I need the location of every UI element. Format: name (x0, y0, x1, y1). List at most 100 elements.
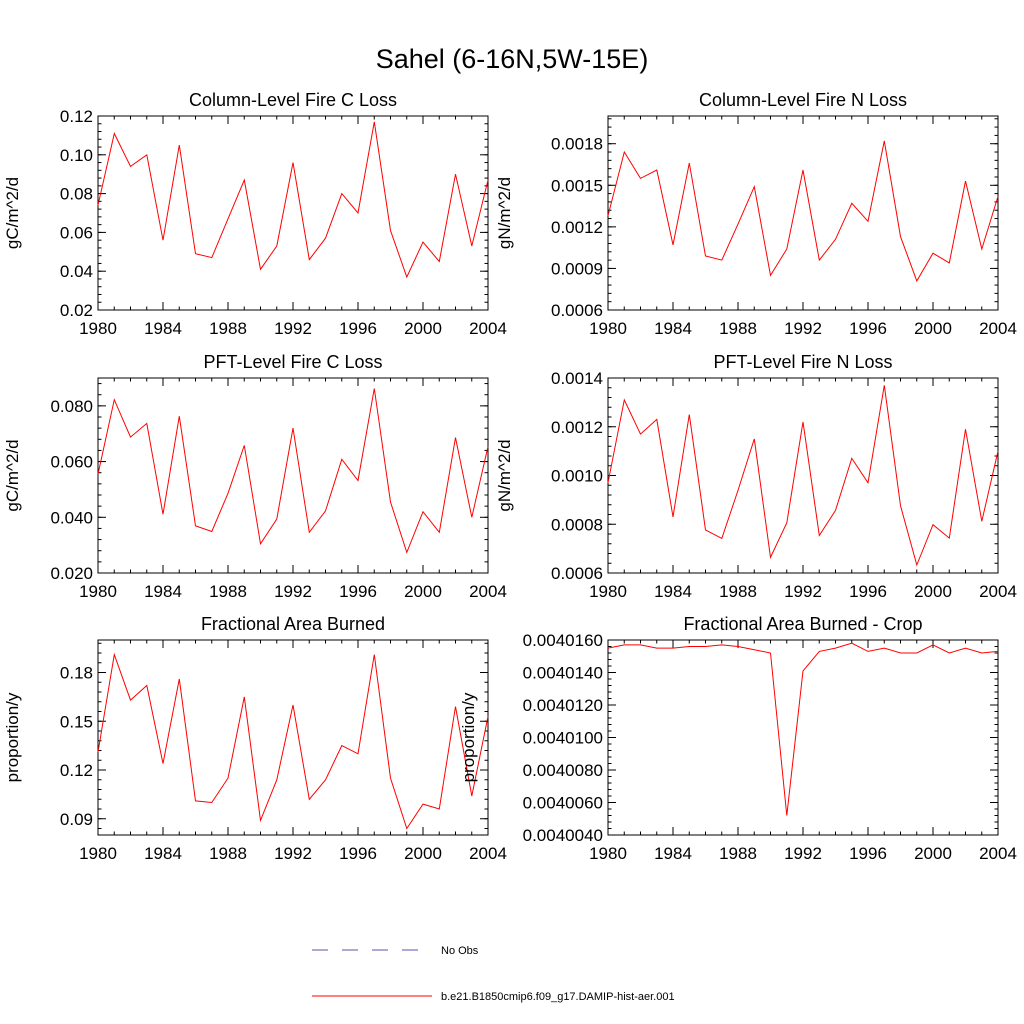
series-line (607, 385, 999, 567)
panel-5: 1980 1984 1988 1992 1996 2000 2004 0.09 0.12 0.15… (3, 614, 507, 863)
x-tick-label: 2004 (979, 319, 1017, 338)
y-tick-label: 0.12 (60, 761, 93, 780)
x-tick-label: 1996 (849, 319, 887, 338)
x-tick-label: 1980 (79, 582, 117, 601)
series-line (97, 388, 489, 554)
legend: No Obs b.e21.B1850cmip6.f09_g17.DAMIP-hi… (312, 945, 675, 1003)
y-axis-label: gN/m^2/d (495, 177, 514, 249)
x-tick-label: 1996 (339, 319, 377, 338)
x-tick-label: 1980 (589, 582, 627, 601)
plot-frame (607, 639, 999, 836)
x-tick-label: 1988 (719, 319, 757, 338)
x-tick-label: 2000 (914, 582, 952, 601)
x-tick-label: 1980 (589, 319, 627, 338)
x-tick-label: 2000 (404, 319, 442, 338)
x-tick-label: 2004 (469, 844, 507, 863)
y-tick-label: 0.02 (60, 301, 93, 320)
x-tick-label: 1984 (654, 844, 692, 863)
y-tick-label: 0.0040120 (523, 696, 603, 715)
y-tick-label: 0.0018 (551, 135, 603, 154)
series-line (97, 121, 489, 279)
x-tick-label: 1992 (274, 319, 312, 338)
x-tick-label: 1984 (654, 582, 692, 601)
y-tick-label: 0.0012 (551, 218, 603, 237)
x-tick-label: 2004 (979, 844, 1017, 863)
x-tick-label: 2000 (404, 844, 442, 863)
y-axis-label: proportion/y (3, 692, 22, 782)
x-tick-label: 1988 (719, 844, 757, 863)
x-tick-label: 1980 (79, 319, 117, 338)
x-tick-label: 1996 (339, 582, 377, 601)
figure-title: Sahel (6-16N,5W-15E) (376, 44, 649, 74)
x-tick-label: 1988 (719, 582, 757, 601)
y-axis-label: proportion/y (459, 692, 478, 782)
y-tick-label: 0.0040060 (523, 794, 603, 813)
x-tick-label: 2004 (469, 319, 507, 338)
x-tick-label: 2000 (404, 582, 442, 601)
x-tick-label: 1984 (144, 844, 182, 863)
y-tick-label: 0.06 (60, 223, 93, 242)
x-tick-label: 2000 (914, 319, 952, 338)
y-tick-label: 0.0014 (551, 369, 603, 388)
panel-title: Column-Level Fire N Loss (699, 90, 907, 110)
y-tick-label: 0.0010 (551, 467, 603, 486)
x-tick-label: 1988 (209, 582, 247, 601)
y-tick-label: 0.12 (60, 107, 93, 126)
x-tick-label: 1992 (784, 582, 822, 601)
y-tick-label: 0.0008 (551, 515, 603, 534)
x-tick-label: 2000 (914, 844, 952, 863)
y-tick-label: 0.0015 (551, 176, 603, 195)
y-tick-label: 0.0040080 (523, 761, 603, 780)
y-tick-label: 0.08 (60, 185, 93, 204)
y-tick-label: 0.0040160 (523, 631, 603, 650)
y-tick-label: 0.18 (60, 664, 93, 683)
x-tick-label: 1988 (209, 844, 247, 863)
y-tick-label: 0.0040040 (523, 826, 603, 845)
panel-title: PFT-Level Fire N Loss (713, 352, 892, 372)
panel-2: 1980 1984 1988 1992 1996 2000 2004 0.0006 0.0009… (495, 90, 1017, 338)
y-tick-label: 0.0006 (551, 301, 603, 320)
panel-4: 1980 1984 1988 1992 1996 2000 2004 0.0006 0.0008… (495, 352, 1017, 601)
x-tick-label: 1980 (589, 844, 627, 863)
y-axis-label: gN/m^2/d (495, 439, 514, 511)
y-tick-label: 0.0012 (551, 418, 603, 437)
panel-6: 1980 1984 1988 1992 1996 2000 2004 0.0040040 0.0… (459, 614, 1017, 863)
x-tick-label: 1992 (274, 582, 312, 601)
series-line (97, 652, 489, 830)
x-tick-label: 1980 (79, 844, 117, 863)
y-tick-label: 0.060 (50, 453, 93, 472)
series-line (607, 140, 999, 283)
y-tick-label: 0.0006 (551, 564, 603, 583)
x-tick-label: 1984 (144, 582, 182, 601)
x-tick-label: 1988 (209, 319, 247, 338)
panel-title: Fractional Area Burned (201, 614, 385, 634)
y-tick-label: 0.020 (50, 564, 93, 583)
x-tick-label: 2004 (979, 582, 1017, 601)
panel-title: Fractional Area Burned - Crop (683, 614, 922, 634)
x-tick-label: 1992 (784, 319, 822, 338)
series-line (607, 642, 999, 816)
plot-frame (97, 115, 489, 311)
y-tick-label: 0.0040140 (523, 664, 603, 683)
y-tick-label: 0.080 (50, 397, 93, 416)
x-tick-label: 1996 (849, 844, 887, 863)
x-tick-label: 1984 (654, 319, 692, 338)
x-tick-label: 1996 (339, 844, 377, 863)
legend-label-no-obs: No Obs (441, 945, 479, 957)
y-tick-label: 0.15 (60, 712, 93, 731)
y-axis-label: gC/m^2/d (3, 177, 22, 249)
y-tick-label: 0.0009 (551, 259, 603, 278)
panels: 1980 1984 1988 1992 1996 2000 2004 0.02 0.04 0.06… (3, 90, 1017, 863)
y-tick-label: 0.09 (60, 810, 93, 829)
y-tick-label: 0.10 (60, 146, 93, 165)
x-tick-label: 1996 (849, 582, 887, 601)
panel-title: Column-Level Fire C Loss (189, 90, 397, 110)
legend-label-model: b.e21.B1850cmip6.f09_g17.DAMIP-hist-aer.… (441, 991, 675, 1003)
panel-1: 1980 1984 1988 1992 1996 2000 2004 0.02 0.04 0.06… (3, 90, 507, 338)
y-tick-label: 0.040 (50, 508, 93, 527)
x-tick-label: 1984 (144, 319, 182, 338)
x-tick-label: 1992 (274, 844, 312, 863)
x-tick-label: 1992 (784, 844, 822, 863)
panel-3: 1980 1984 1988 1992 1996 2000 2004 0.020 0.040 0.… (3, 352, 507, 601)
